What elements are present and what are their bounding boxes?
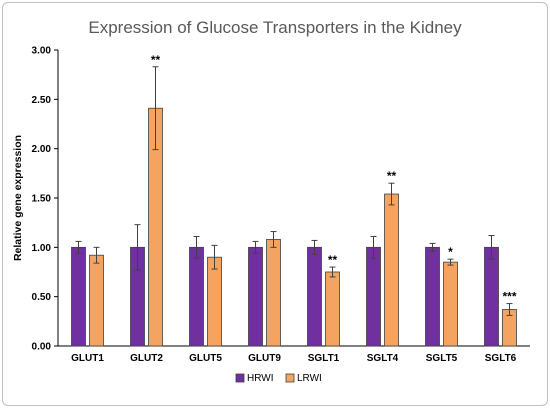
bar-lrwi-glut9 xyxy=(266,239,281,347)
bar-lrwi-glut5 xyxy=(207,256,222,347)
significance-marker: *** xyxy=(502,290,516,304)
y-tick-label: 1.00 xyxy=(32,243,52,254)
x-axis: GLUT1 GLUT2 GLUT5 GLUT9 SGLT1 SGLT4 SGLT5 SGLT6 xyxy=(58,345,530,364)
legend: HRWI LRWI xyxy=(235,373,322,384)
x-tick-label: SGLT5 xyxy=(426,353,458,364)
x-tick-label: GLUT5 xyxy=(189,353,222,364)
bar-lrwi-sglt1 xyxy=(325,271,340,347)
legend-swatch-lrwi xyxy=(285,373,295,383)
bar-hrwi-glut1 xyxy=(71,246,86,347)
y-tick-label: 0.50 xyxy=(32,292,52,303)
bar-hrwi-glut5 xyxy=(189,246,204,347)
y-tick-label: 3.00 xyxy=(32,46,52,57)
y-tick-label: 0.00 xyxy=(32,342,52,353)
significance-marker: * xyxy=(448,245,453,259)
legend-label-hrwi: HRWI xyxy=(247,373,273,384)
y-tick-label: 2.00 xyxy=(32,144,52,155)
x-tick-label: GLUT9 xyxy=(248,353,281,364)
bar-lrwi-sglt4 xyxy=(384,193,399,347)
legend-swatch-hrwi xyxy=(235,373,245,383)
significance-marker: ** xyxy=(151,53,161,67)
x-tick-label: GLUT1 xyxy=(71,353,104,364)
x-tick-label: SGLT6 xyxy=(485,353,517,364)
y-axis: 0.00 0.50 1.00 1.50 2.00 2.50 3.00 xyxy=(32,46,59,353)
y-tick-label: 2.50 xyxy=(32,95,52,106)
x-tick-label: GLUT2 xyxy=(130,353,163,364)
significance-marker: ** xyxy=(328,253,338,267)
bar-lrwi-glut1 xyxy=(89,254,104,347)
legend-label-lrwi: LRWI xyxy=(297,373,322,384)
bars: ********** xyxy=(71,53,517,347)
x-tick-label: SGLT4 xyxy=(367,353,399,364)
bar-lrwi-sglt5 xyxy=(443,261,458,347)
bar-hrwi-glut9 xyxy=(248,246,263,347)
y-axis-label: Relative gene expression xyxy=(12,135,24,261)
bar-hrwi-sglt6 xyxy=(484,246,499,347)
bar-hrwi-sglt4 xyxy=(366,246,381,347)
y-tick-label: 1.50 xyxy=(32,194,52,205)
bar-hrwi-sglt5 xyxy=(425,246,440,347)
significance-marker: ** xyxy=(387,169,397,183)
x-tick-label: SGLT1 xyxy=(308,353,340,364)
chart-title: Expression of Glucose Transporters in th… xyxy=(88,18,462,37)
bar-hrwi-sglt1 xyxy=(307,246,322,347)
